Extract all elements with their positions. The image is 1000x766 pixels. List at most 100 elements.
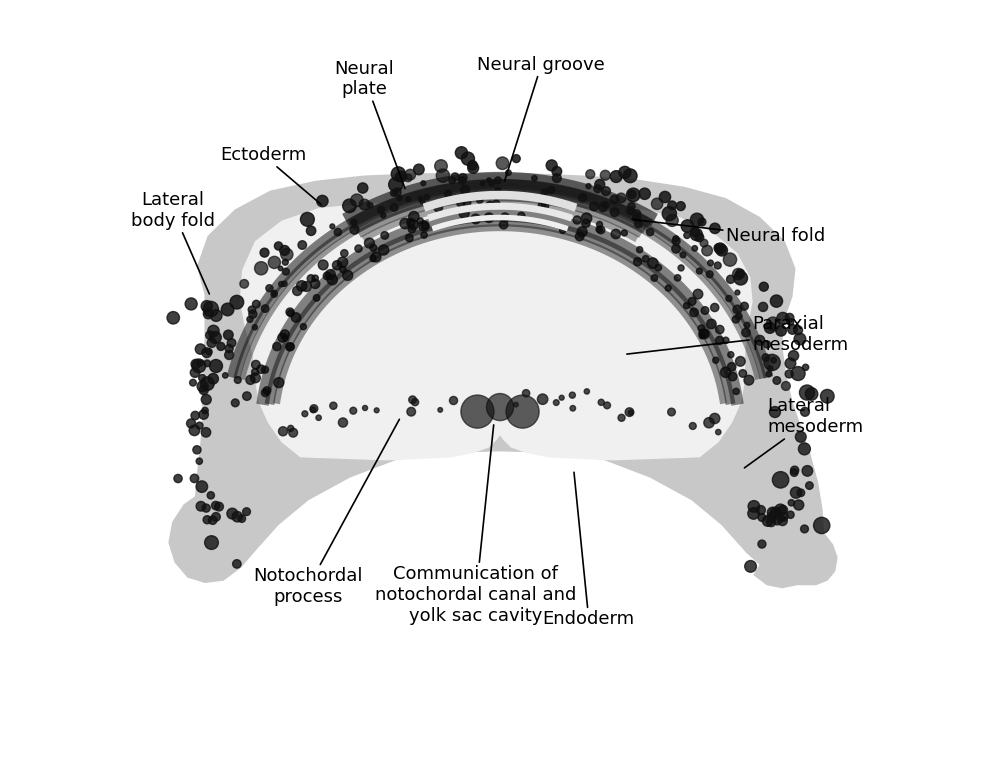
Circle shape [418,196,423,201]
Circle shape [758,513,766,522]
Circle shape [744,322,750,328]
Polygon shape [241,202,752,460]
Circle shape [199,410,208,419]
Circle shape [327,274,337,285]
Circle shape [522,390,530,397]
Circle shape [726,296,732,302]
Circle shape [560,228,566,234]
Circle shape [381,231,389,239]
Circle shape [635,220,642,228]
Circle shape [594,185,602,193]
Circle shape [486,394,514,421]
Circle shape [696,268,702,274]
Circle shape [458,177,466,184]
Circle shape [748,500,760,512]
Circle shape [684,303,690,309]
Circle shape [287,310,294,316]
Circle shape [355,245,362,252]
Circle shape [702,245,712,256]
Circle shape [684,232,690,238]
Circle shape [311,280,320,289]
Circle shape [794,326,803,335]
Circle shape [662,207,676,221]
Circle shape [191,359,200,368]
Circle shape [316,415,321,421]
Circle shape [577,227,587,237]
Circle shape [334,228,342,236]
Circle shape [546,160,557,171]
Circle shape [434,204,443,212]
Circle shape [735,290,740,295]
Circle shape [758,540,766,548]
Circle shape [820,389,834,403]
Circle shape [414,164,424,175]
Circle shape [733,305,742,314]
Circle shape [351,194,363,207]
Circle shape [468,162,479,173]
Circle shape [471,214,481,224]
Circle shape [628,203,635,210]
Circle shape [600,170,610,180]
Circle shape [487,178,491,182]
Circle shape [203,516,211,524]
Circle shape [405,169,416,180]
Circle shape [421,232,427,238]
Circle shape [325,270,335,280]
Circle shape [680,252,686,258]
Circle shape [584,389,589,394]
Circle shape [627,207,634,214]
Circle shape [230,296,244,309]
Circle shape [537,394,548,404]
Circle shape [412,398,419,406]
Circle shape [248,306,256,313]
Circle shape [518,212,525,220]
Circle shape [495,188,501,193]
Circle shape [790,469,798,476]
Circle shape [407,408,416,416]
Circle shape [463,199,471,207]
Circle shape [732,316,740,323]
Circle shape [674,275,681,281]
Circle shape [690,228,702,241]
Circle shape [690,228,699,237]
Circle shape [451,173,459,181]
Circle shape [278,333,287,342]
Circle shape [268,257,280,269]
Circle shape [223,373,228,378]
Circle shape [374,408,379,413]
Circle shape [301,282,311,292]
Circle shape [538,201,546,209]
Circle shape [681,220,694,232]
Circle shape [274,242,283,250]
Circle shape [626,188,640,201]
Circle shape [417,218,423,224]
Circle shape [698,325,705,332]
Circle shape [802,466,813,476]
Text: Lateral
mesoderm: Lateral mesoderm [744,398,863,468]
Circle shape [252,300,260,308]
Circle shape [282,259,288,265]
Circle shape [706,271,713,278]
Circle shape [211,502,220,509]
Circle shape [338,418,348,427]
Circle shape [260,248,269,257]
Circle shape [484,213,494,222]
Circle shape [766,372,772,377]
Circle shape [805,388,818,400]
Circle shape [739,370,747,378]
Circle shape [340,267,346,273]
Circle shape [227,339,236,347]
Circle shape [300,323,306,329]
Circle shape [727,275,735,283]
Circle shape [616,193,626,203]
Circle shape [573,216,581,224]
Circle shape [310,407,316,413]
Circle shape [364,238,374,248]
Circle shape [775,504,786,516]
Circle shape [698,218,706,226]
Circle shape [233,560,241,568]
Circle shape [227,508,238,519]
Circle shape [727,362,736,371]
Circle shape [506,395,539,428]
Circle shape [371,252,381,262]
